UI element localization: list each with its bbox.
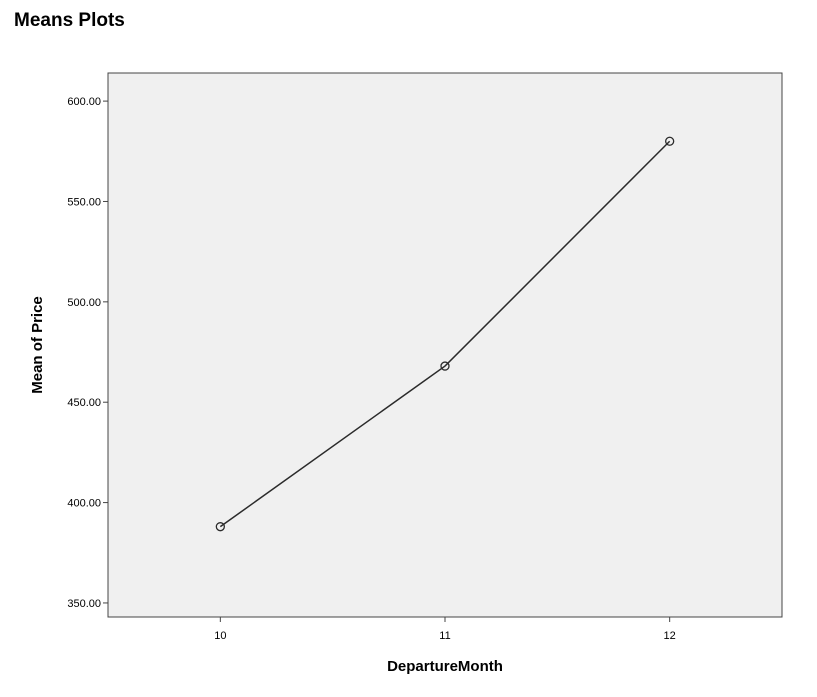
data-point — [215, 522, 225, 532]
y-axis-title: Mean of Price — [29, 296, 46, 394]
data-point — [440, 361, 450, 371]
page-title: Means Plots — [14, 10, 125, 31]
data-point — [665, 136, 675, 146]
y-tick-label: 600.00 — [67, 96, 101, 108]
series-line — [219, 140, 671, 528]
x-tick-label: 11 — [439, 630, 450, 642]
y-tick-label: 400.00 — [67, 498, 101, 510]
y-tick-label: 350.00 — [67, 598, 101, 610]
y-tick-label: 500.00 — [67, 297, 101, 309]
x-axis-title: DepartureMonth — [387, 658, 503, 675]
y-tick-label: 550.00 — [67, 196, 101, 208]
y-axis: 350.00 400.00 450.00 500.00 550.00 600.00 — [67, 96, 108, 610]
y-tick-label: 450.00 — [67, 397, 101, 409]
x-tick-label: 10 — [214, 630, 226, 642]
series-layer — [215, 136, 675, 532]
plot-area — [107, 72, 783, 618]
x-tick-label: 12 — [664, 630, 676, 642]
x-axis: 10 11 12 — [214, 617, 676, 642]
